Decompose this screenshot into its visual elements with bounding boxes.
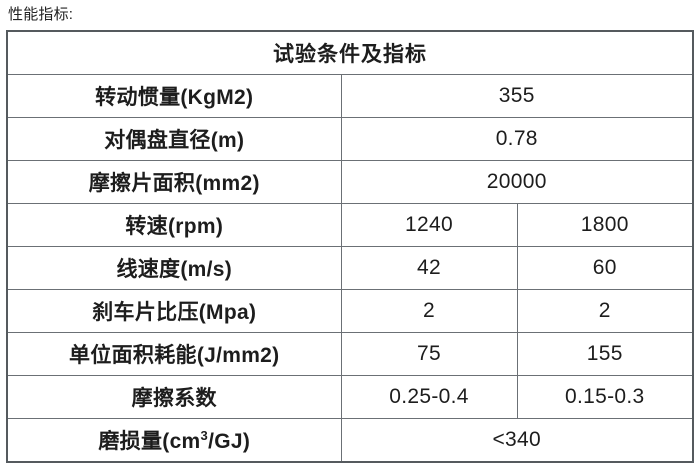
row-label-brake-pad-pressure: 刹车片比压(Mpa): [6, 289, 342, 333]
table-row: 对偶盘直径(m) 0.78: [6, 117, 694, 161]
table-title: 试验条件及指标: [6, 30, 694, 75]
row-value-friction-coefficient-1: 0.25-0.4: [340, 375, 518, 419]
table-row: 转速(rpm) 1240 1800: [6, 203, 694, 247]
row-value-brake-pad-pressure-1: 2: [340, 289, 518, 333]
table-row: 线速度(m/s) 42 60: [6, 246, 694, 290]
row-value-disc-diameter: 0.78: [340, 117, 694, 161]
row-value-brake-pad-pressure-2: 2: [516, 289, 694, 333]
table-row: 单位面积耗能(J/mm2) 75 155: [6, 332, 694, 376]
row-value-friction-coefficient-2: 0.15-0.3: [516, 375, 694, 419]
row-label-moment-of-inertia: 转动惯量(KgM2): [6, 74, 342, 118]
row-label-rotation-speed: 转速(rpm): [6, 203, 342, 247]
page-caption: 性能指标:: [8, 6, 74, 23]
row-value-linear-speed-1: 42: [340, 246, 518, 290]
row-value-rotation-speed-2: 1800: [516, 203, 694, 247]
row-value-energy-per-area-2: 155: [516, 332, 694, 376]
row-label-energy-per-area: 单位面积耗能(J/mm2): [6, 332, 342, 376]
row-value-linear-speed-2: 60: [516, 246, 694, 290]
spec-table-container: 试验条件及指标 转动惯量(KgM2) 355 对偶盘直径(m) 0.78 摩擦片…: [6, 30, 694, 463]
row-value-energy-per-area-1: 75: [340, 332, 518, 376]
wear-label-prefix: 磨损量(cm: [98, 430, 201, 453]
row-value-moment-of-inertia: 355: [340, 74, 694, 118]
table-title-row: 试验条件及指标: [6, 30, 694, 75]
table-row: 转动惯量(KgM2) 355: [6, 74, 694, 118]
wear-label-suffix: /GJ): [208, 430, 251, 453]
row-label-wear-amount: 磨损量(cm3/GJ): [6, 418, 342, 463]
row-label-linear-speed: 线速度(m/s): [6, 246, 342, 290]
table-row: 摩擦片面积(mm2) 20000: [6, 160, 694, 204]
table-row: 刹车片比压(Mpa) 2 2: [6, 289, 694, 333]
table-row: 摩擦系数 0.25-0.4 0.15-0.3: [6, 375, 694, 419]
row-label-friction-pad-area: 摩擦片面积(mm2): [6, 160, 342, 204]
wear-label-superscript: 3: [200, 428, 209, 443]
spec-table-body: 试验条件及指标 转动惯量(KgM2) 355 对偶盘直径(m) 0.78 摩擦片…: [6, 30, 694, 463]
row-value-wear-amount: <340: [340, 418, 694, 463]
spec-table: 试验条件及指标 转动惯量(KgM2) 355 对偶盘直径(m) 0.78 摩擦片…: [6, 30, 694, 463]
row-label-disc-diameter: 对偶盘直径(m): [6, 117, 342, 161]
row-value-friction-pad-area: 20000: [340, 160, 694, 204]
row-value-rotation-speed-1: 1240: [340, 203, 518, 247]
table-row: 磨损量(cm3/GJ) <340: [6, 418, 694, 463]
row-label-friction-coefficient: 摩擦系数: [6, 375, 342, 419]
